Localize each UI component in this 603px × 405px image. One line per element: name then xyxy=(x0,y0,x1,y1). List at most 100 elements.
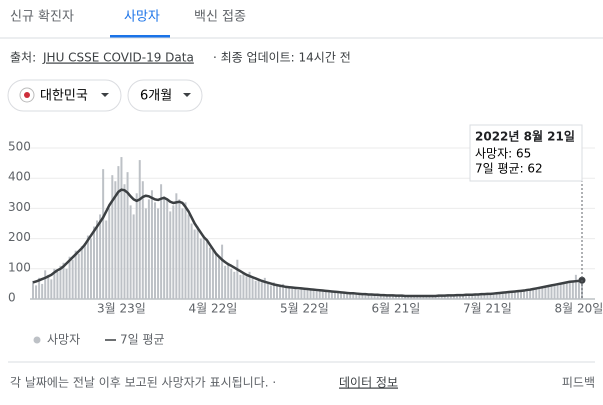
bar xyxy=(120,157,123,299)
bar xyxy=(529,289,532,299)
bar xyxy=(318,291,321,299)
bar xyxy=(443,295,446,299)
bar xyxy=(556,283,559,299)
bar xyxy=(89,238,92,299)
bar xyxy=(245,276,248,299)
bar xyxy=(126,172,129,299)
x-tick-label: 3월 23일 xyxy=(97,302,146,316)
bar xyxy=(376,295,379,299)
bar xyxy=(382,295,385,299)
bar xyxy=(404,296,407,299)
bar xyxy=(468,295,471,299)
bar xyxy=(269,285,272,299)
bar xyxy=(41,283,44,299)
bar xyxy=(434,295,437,299)
bar xyxy=(550,285,553,299)
bar xyxy=(379,294,382,299)
bar xyxy=(410,296,413,299)
bar xyxy=(71,259,74,299)
bar xyxy=(446,295,449,299)
dropdown-arrow xyxy=(101,93,109,97)
bar xyxy=(96,220,99,299)
bar xyxy=(513,290,516,299)
tooltip-date: 2022년 8월 21일 xyxy=(475,129,575,144)
bar xyxy=(187,214,190,299)
bar xyxy=(190,223,193,299)
bar xyxy=(523,291,526,299)
bar xyxy=(68,256,71,299)
bar xyxy=(132,214,135,299)
bar xyxy=(428,295,431,299)
bar xyxy=(202,235,205,299)
bar xyxy=(492,293,495,299)
bar xyxy=(38,277,41,299)
bar xyxy=(163,196,166,299)
bar xyxy=(452,295,455,299)
bar xyxy=(309,288,312,299)
bar xyxy=(205,241,208,299)
bar xyxy=(141,181,144,299)
bar xyxy=(294,286,297,299)
bar xyxy=(504,292,507,299)
bar xyxy=(239,274,242,299)
tab[interactable]: 신규 확진자 xyxy=(10,10,74,25)
bar xyxy=(251,277,254,299)
y-tick-label: 0 xyxy=(8,291,16,305)
legend-label: 사망자 xyxy=(47,333,80,347)
y-tick-label: 100 xyxy=(8,260,31,274)
bar xyxy=(282,283,285,299)
bar xyxy=(471,294,474,299)
y-tick-label: 400 xyxy=(8,170,31,184)
flag-icon xyxy=(24,92,30,98)
bar xyxy=(138,160,141,299)
bar xyxy=(147,199,150,299)
bar xyxy=(413,295,416,299)
bar xyxy=(355,293,358,299)
bar xyxy=(544,286,547,299)
bar xyxy=(483,293,486,299)
bar xyxy=(565,283,568,299)
bar xyxy=(144,208,147,299)
bar xyxy=(535,289,538,299)
bar xyxy=(577,280,580,299)
bar xyxy=(541,288,544,299)
tooltip-average: 7일 평균: 62 xyxy=(475,162,543,176)
bar xyxy=(425,296,428,299)
bar xyxy=(486,294,489,299)
bar xyxy=(181,208,184,299)
bar xyxy=(266,283,269,299)
region: 대한민국 xyxy=(40,89,88,104)
bar xyxy=(315,289,318,299)
bar xyxy=(193,229,196,299)
bar xyxy=(199,238,202,299)
bar xyxy=(495,292,498,299)
bar xyxy=(462,295,465,299)
bar xyxy=(440,295,443,299)
bar xyxy=(184,202,187,299)
bar xyxy=(260,282,263,299)
dropdown-arrow xyxy=(183,93,191,97)
bar xyxy=(65,268,68,299)
bar xyxy=(32,280,34,299)
tab-indicator xyxy=(110,35,170,38)
bar xyxy=(227,262,230,299)
x-tick-label: 5월 22일 xyxy=(280,302,329,316)
bar xyxy=(416,295,419,299)
bar xyxy=(532,288,535,299)
bar xyxy=(111,175,114,299)
data-info-link[interactable]: 데이터 정보 xyxy=(339,376,398,390)
bar xyxy=(349,292,352,299)
source-link[interactable]: JHU CSSE COVID-19 Data xyxy=(42,51,194,65)
bar xyxy=(196,226,199,299)
bar xyxy=(324,291,327,299)
bar xyxy=(300,288,303,299)
bar xyxy=(53,268,56,299)
tab[interactable]: 백신 접종 xyxy=(194,10,246,25)
bar xyxy=(489,293,492,299)
feedback[interactable]: 피드백 xyxy=(562,376,595,390)
region-chip[interactable] xyxy=(7,79,122,112)
range-chip[interactable] xyxy=(127,79,203,112)
tab-active[interactable]: 사망자 xyxy=(124,10,160,25)
bar xyxy=(398,295,400,299)
